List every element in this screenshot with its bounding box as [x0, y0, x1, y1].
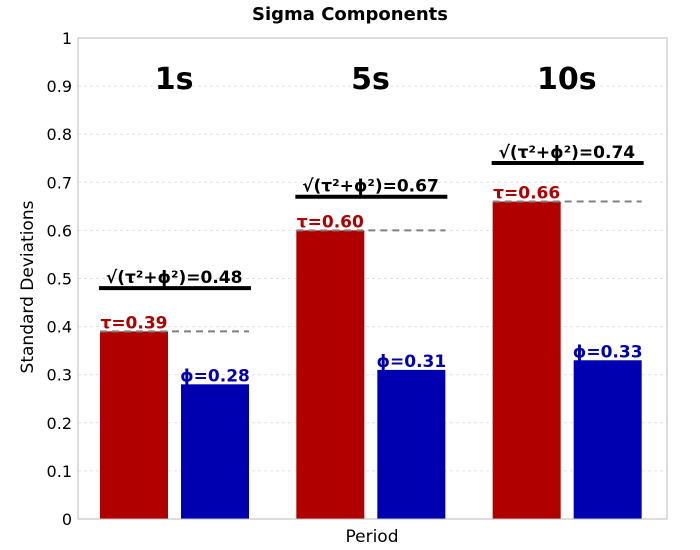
data-label-tau: τ=0.39: [100, 313, 167, 333]
grid-lines: [78, 85, 667, 472]
y-tick-label: 0.4: [47, 318, 72, 337]
y-tick-label: 1: [62, 29, 72, 48]
x-axis-label: Period: [345, 527, 398, 547]
y-tick-label: 0.5: [47, 270, 72, 289]
y-tick-label: 0.1: [47, 462, 72, 481]
category-label: 1s: [155, 62, 194, 97]
y-axis-label: Standard Deviations: [18, 200, 38, 373]
y-tick-label: 0.7: [47, 173, 72, 192]
data-label-tau: τ=0.66: [493, 184, 560, 204]
bars: [100, 201, 642, 520]
plot-area-frame: [77, 37, 668, 520]
total-sigma-label: √(τ²+ϕ²)=0.67: [302, 177, 439, 197]
y-tick-label: 0: [62, 510, 72, 529]
y-tick-label: 0.8: [47, 125, 72, 144]
y-tick-label: 0.6: [47, 221, 72, 240]
category-label: 10s: [537, 62, 597, 97]
bar-tau: [492, 201, 561, 520]
bar-tau: [296, 230, 365, 519]
bar-phi: [181, 384, 249, 519]
total-sigma-label: √(τ²+ϕ²)=0.74: [499, 143, 636, 163]
total-sigma-label: √(τ²+ϕ²)=0.48: [106, 268, 243, 288]
bar-phi: [377, 369, 446, 519]
bar-tau: [100, 331, 168, 519]
bar-phi: [573, 360, 642, 519]
data-label-phi: ϕ=0.28: [180, 366, 250, 386]
y-tick-label: 0.9: [47, 77, 72, 96]
data-label-tau: τ=0.60: [297, 212, 364, 232]
y-tick-label: 0.2: [47, 414, 72, 433]
data-label-phi: ϕ=0.33: [573, 342, 643, 362]
y-tick-label: 0.3: [47, 366, 72, 385]
annotations: 1s τ=0.39 ϕ=0.28 √(τ²+ϕ²)=0.48 5s τ=0.60 ϕ=0.3…: [99, 62, 644, 386]
category-label: 5s: [351, 62, 390, 97]
y-axis-ticks: 0 0.1 0.2 0.3 0.4 0.5 0.6 0.7 0.8 0.9 1: [47, 29, 72, 529]
data-label-phi: ϕ=0.31: [376, 352, 446, 372]
chart-title: Sigma Components: [252, 4, 448, 25]
